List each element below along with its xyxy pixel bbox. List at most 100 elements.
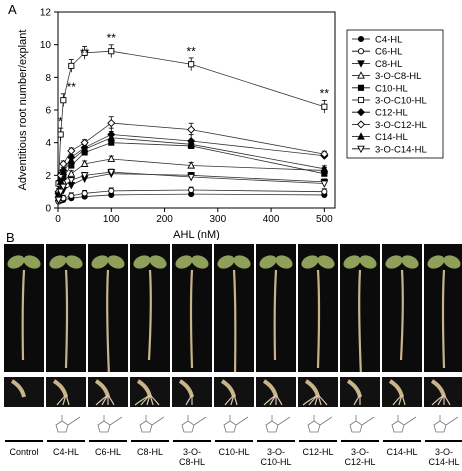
treatment-label: Control: [9, 447, 39, 457]
seedling-photo: [424, 244, 462, 372]
significance-mark: **: [320, 87, 330, 101]
root-closeup-photo: [172, 377, 212, 407]
data-point: [80, 159, 89, 167]
data-point: [68, 192, 75, 199]
significance-mark: **: [107, 31, 117, 45]
data-point: [107, 169, 116, 177]
series-c14-hl: [54, 130, 329, 198]
data-point: [107, 133, 116, 141]
x-tick-label: 100: [103, 214, 120, 225]
chemical-structure: [55, 415, 81, 433]
series-3-o-c14-hl: [54, 168, 329, 205]
treatment-label: C14-HL: [386, 447, 418, 457]
legend-marker: [357, 84, 365, 91]
data-point: [108, 48, 115, 55]
treatment-bar: [47, 440, 85, 442]
treatment-bar: [5, 440, 43, 442]
treatment-label: C4-HL: [52, 447, 79, 457]
x-tick-label: 400: [263, 214, 280, 225]
data-point: [187, 161, 196, 169]
treatment-label: C6-HL: [94, 447, 121, 457]
legend-marker: [356, 108, 366, 117]
legend-entry: C8-HL: [375, 59, 402, 70]
treatment-label: 3-O- C14-HL: [428, 447, 460, 467]
data-point: [108, 187, 115, 194]
data-point: [68, 62, 75, 69]
data-point: [67, 156, 76, 164]
treatment-label: C8-HL: [136, 447, 163, 457]
legend-entry: 3-O-C8-HL: [375, 71, 421, 82]
x-tick-label: 300: [209, 214, 226, 225]
legend-marker: [357, 132, 365, 140]
seedling-photo: [172, 244, 212, 372]
data-point: [81, 190, 88, 197]
seedling-photo: [130, 244, 170, 372]
seedling-photo: [298, 244, 338, 372]
root-closeup-photo: [130, 377, 170, 407]
series-3-o-c12-hl: [54, 116, 329, 196]
y-tick-label: 6: [45, 106, 51, 117]
legend-entry: 3-O-C12-HL: [375, 120, 427, 131]
legend-entry: C4-HL: [375, 35, 402, 46]
series-line: [58, 50, 325, 184]
root-number-chart: 0 100 200 300 400 500 0 2 4 6 8 10 12 AHL (nM) Adventi…: [17, 8, 444, 240]
data-point: [57, 131, 64, 138]
legend-entry: C10-HL: [375, 83, 408, 94]
significance-mark: **: [80, 46, 90, 60]
root-closeup-photo: [424, 377, 462, 407]
panel-a-label: A: [8, 2, 17, 17]
seedling-photo: [256, 244, 296, 372]
y-tick-label: 12: [40, 8, 52, 19]
legend: [346, 29, 444, 159]
data-point: [80, 144, 89, 153]
treatment-bar: [215, 440, 253, 442]
data-point: [320, 164, 329, 172]
significance-mark: **: [67, 80, 77, 94]
seedling-photo-panel: Control C4-HL C6-HL C8-HL 3-O- C8-HL C10-HL 3-…: [0, 244, 462, 471]
data-point: [320, 180, 329, 188]
data-point: [187, 125, 196, 134]
data-point: [67, 169, 76, 177]
chemical-structure: [391, 415, 417, 433]
data-point: [187, 139, 196, 148]
root-closeup-photo: [88, 377, 128, 407]
root-closeup-photo: [214, 377, 254, 407]
treatment-bar: [131, 440, 169, 442]
x-axis-label: AHL (nM): [173, 229, 220, 240]
chemical-structure: [349, 415, 375, 433]
chemical-structure: [181, 415, 207, 433]
treatment-bar: [89, 440, 127, 442]
data-point: [188, 186, 195, 194]
root-closeup-photo: [382, 377, 422, 407]
chemical-structure: [97, 415, 123, 433]
seedling-photo: [340, 244, 380, 372]
data-point: [80, 172, 89, 180]
legend-marker: [357, 71, 365, 79]
legend-marker: [356, 120, 366, 129]
seedling-photo: [382, 244, 422, 372]
x-tick-label: 500: [316, 214, 333, 225]
data-point: [67, 146, 76, 155]
data-point: [59, 159, 68, 168]
data-point: [321, 188, 328, 195]
treatment-label: 3-O- C12-HL: [344, 447, 376, 467]
legend-marker: [357, 145, 365, 154]
data-point: [321, 103, 328, 110]
seedling-photo: [46, 244, 86, 372]
data-point: [320, 150, 329, 159]
legend-entry: 3-O-C10-HL: [375, 96, 427, 107]
root-closeup-photo: [298, 377, 338, 407]
y-tick-label: 10: [40, 40, 52, 51]
chemical-structure: [433, 415, 459, 433]
treatment-label: C12-HL: [302, 447, 334, 457]
treatment-label: C10-HL: [218, 447, 250, 457]
treatment-label: 3-O- C8-HL: [178, 447, 205, 467]
treatment-bar: [425, 440, 462, 442]
y-tick-label: 0: [45, 204, 51, 215]
significance-mark: *: [58, 115, 63, 129]
data-point: [59, 167, 68, 176]
treatment-bar: [173, 440, 211, 442]
treatment-bar: [341, 440, 379, 442]
data-point: [56, 188, 65, 197]
